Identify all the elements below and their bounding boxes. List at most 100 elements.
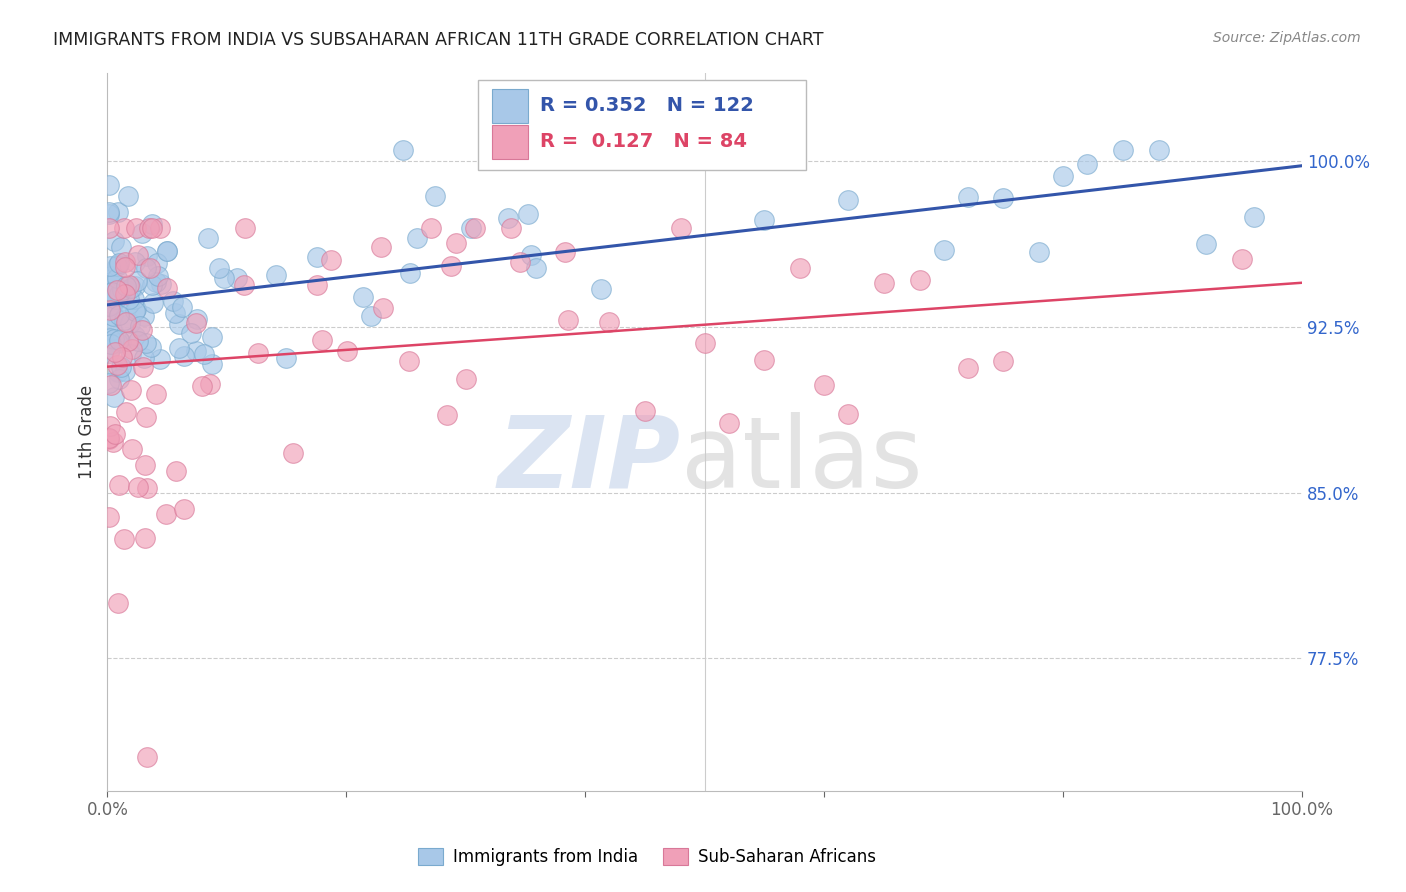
Point: [186, 311, 208, 326]
Point: [122, 292, 145, 306]
Point: [398, 354, 420, 368]
Point: [149, 351, 172, 366]
Point: [100, 337, 122, 351]
Point: [1028, 244, 1050, 259]
Point: [108, 287, 131, 301]
Point: [131, 323, 153, 337]
Point: [307, 251, 329, 265]
Point: [115, 279, 138, 293]
Point: [124, 255, 146, 269]
Point: [112, 312, 135, 326]
Point: [105, 283, 128, 297]
Point: [1112, 143, 1135, 157]
Point: [108, 256, 131, 270]
FancyBboxPatch shape: [492, 125, 527, 159]
Point: [201, 357, 224, 371]
Point: [145, 276, 167, 290]
Point: [111, 284, 134, 298]
Point: [107, 365, 129, 379]
Point: [173, 349, 195, 363]
Point: [156, 281, 179, 295]
FancyBboxPatch shape: [478, 80, 806, 169]
Point: [104, 345, 127, 359]
Point: [233, 220, 256, 235]
Point: [149, 220, 172, 235]
Point: [932, 244, 955, 258]
Point: [392, 143, 415, 157]
Point: [191, 379, 214, 393]
Point: [669, 220, 692, 235]
Point: [167, 342, 190, 356]
Point: [127, 334, 149, 348]
Point: [101, 323, 124, 337]
Point: [142, 296, 165, 310]
Point: [956, 360, 979, 375]
Point: [136, 481, 159, 495]
Point: [198, 376, 221, 391]
Point: [114, 260, 136, 274]
Point: [464, 220, 486, 235]
Point: [103, 285, 125, 299]
Point: [141, 278, 163, 293]
Point: [135, 410, 157, 425]
Point: [120, 384, 142, 398]
Point: [371, 301, 394, 315]
Text: atlas: atlas: [681, 412, 922, 509]
Point: [103, 234, 125, 248]
Point: [754, 213, 776, 227]
Point: [311, 333, 333, 347]
Point: [420, 220, 443, 235]
Point: [118, 292, 141, 306]
Point: [524, 260, 547, 275]
Point: [127, 248, 149, 262]
Point: [165, 464, 187, 478]
Point: [107, 309, 129, 323]
Point: [114, 220, 136, 235]
Point: [352, 290, 374, 304]
Point: [101, 272, 124, 286]
Point: [107, 478, 129, 492]
Point: [110, 335, 132, 350]
Point: [589, 281, 612, 295]
Point: [117, 189, 139, 203]
Point: [110, 287, 132, 301]
Point: [107, 258, 129, 272]
Text: ZIP: ZIP: [498, 412, 681, 509]
Point: [813, 377, 835, 392]
Point: [1243, 210, 1265, 224]
Point: [103, 332, 125, 346]
Point: [1147, 143, 1170, 157]
Point: [107, 596, 129, 610]
Point: [108, 333, 131, 347]
Point: [100, 377, 122, 392]
Point: [163, 305, 186, 319]
Point: [120, 281, 142, 295]
Point: [1232, 252, 1254, 266]
Point: [103, 274, 125, 288]
Point: [837, 193, 859, 207]
Point: [98, 299, 121, 313]
Point: [98, 286, 121, 301]
Point: [135, 261, 157, 276]
Point: [111, 350, 134, 364]
Point: [517, 207, 540, 221]
Point: [554, 244, 576, 259]
Point: [167, 317, 190, 331]
Point: [754, 352, 776, 367]
Text: Source: ZipAtlas.com: Source: ZipAtlas.com: [1213, 31, 1361, 45]
Point: [105, 358, 128, 372]
Point: [118, 277, 141, 292]
Point: [232, 277, 254, 292]
Point: [105, 292, 128, 306]
Point: [208, 261, 231, 276]
Point: [101, 283, 124, 297]
Point: [156, 244, 179, 258]
Legend: Immigrants from India, Sub-Saharan Africans: Immigrants from India, Sub-Saharan Afric…: [411, 841, 883, 873]
Point: [693, 335, 716, 350]
Point: [117, 334, 139, 348]
Text: R = 0.352   N = 122: R = 0.352 N = 122: [540, 96, 754, 115]
Point: [425, 189, 447, 203]
Point: [124, 304, 146, 318]
Point: [145, 387, 167, 401]
Point: [1052, 169, 1074, 183]
